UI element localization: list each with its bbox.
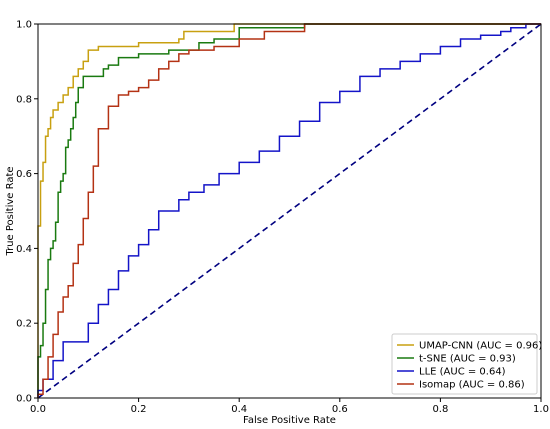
x-tick-label: 0.0 xyxy=(30,404,46,415)
x-tick-label: 0.4 xyxy=(231,404,247,415)
chance-diagonal-line xyxy=(37,23,542,399)
x-tick-label: 0.2 xyxy=(131,404,147,415)
x-tick-label: 0.8 xyxy=(432,404,448,415)
legend-label: LLE (AUC = 0.64) xyxy=(419,367,506,378)
y-tick-label: 0.6 xyxy=(16,169,32,180)
x-axis-label: False Positive Rate xyxy=(243,415,336,426)
series-line-1 xyxy=(37,23,541,398)
series-line-2 xyxy=(37,23,541,398)
y-axis-label: True Positive Rate xyxy=(5,166,16,256)
legend-label: t-SNE (AUC = 0.93) xyxy=(419,354,516,365)
x-tick-label: 1.0 xyxy=(533,404,549,415)
x-tick-label: 0.6 xyxy=(332,404,348,415)
y-tick-label: 0.8 xyxy=(16,94,32,105)
series-line-0 xyxy=(37,23,541,398)
y-axis-ticks: 0.0 0.2 0.4 0.6 0.8 1.0 xyxy=(16,20,38,405)
series-layer xyxy=(37,23,542,399)
y-tick-label: 0.0 xyxy=(16,394,32,405)
legend: UMAP-CNN (AUC = 0.96) t-SNE (AUC = 0.93) L… xyxy=(391,333,542,395)
legend-label: UMAP-CNN (AUC = 0.96) xyxy=(419,341,542,352)
plot-frame xyxy=(37,23,542,399)
y-tick-label: 0.4 xyxy=(16,244,32,255)
legend-label: Isomap (AUC = 0.86) xyxy=(419,380,525,391)
y-tick-label: 0.2 xyxy=(16,319,32,330)
series-line-3 xyxy=(37,23,541,398)
legend-box xyxy=(391,333,538,395)
x-axis-ticks: 0.0 0.2 0.4 0.6 0.8 1.0 xyxy=(30,398,549,415)
y-tick-label: 1.0 xyxy=(16,20,32,31)
